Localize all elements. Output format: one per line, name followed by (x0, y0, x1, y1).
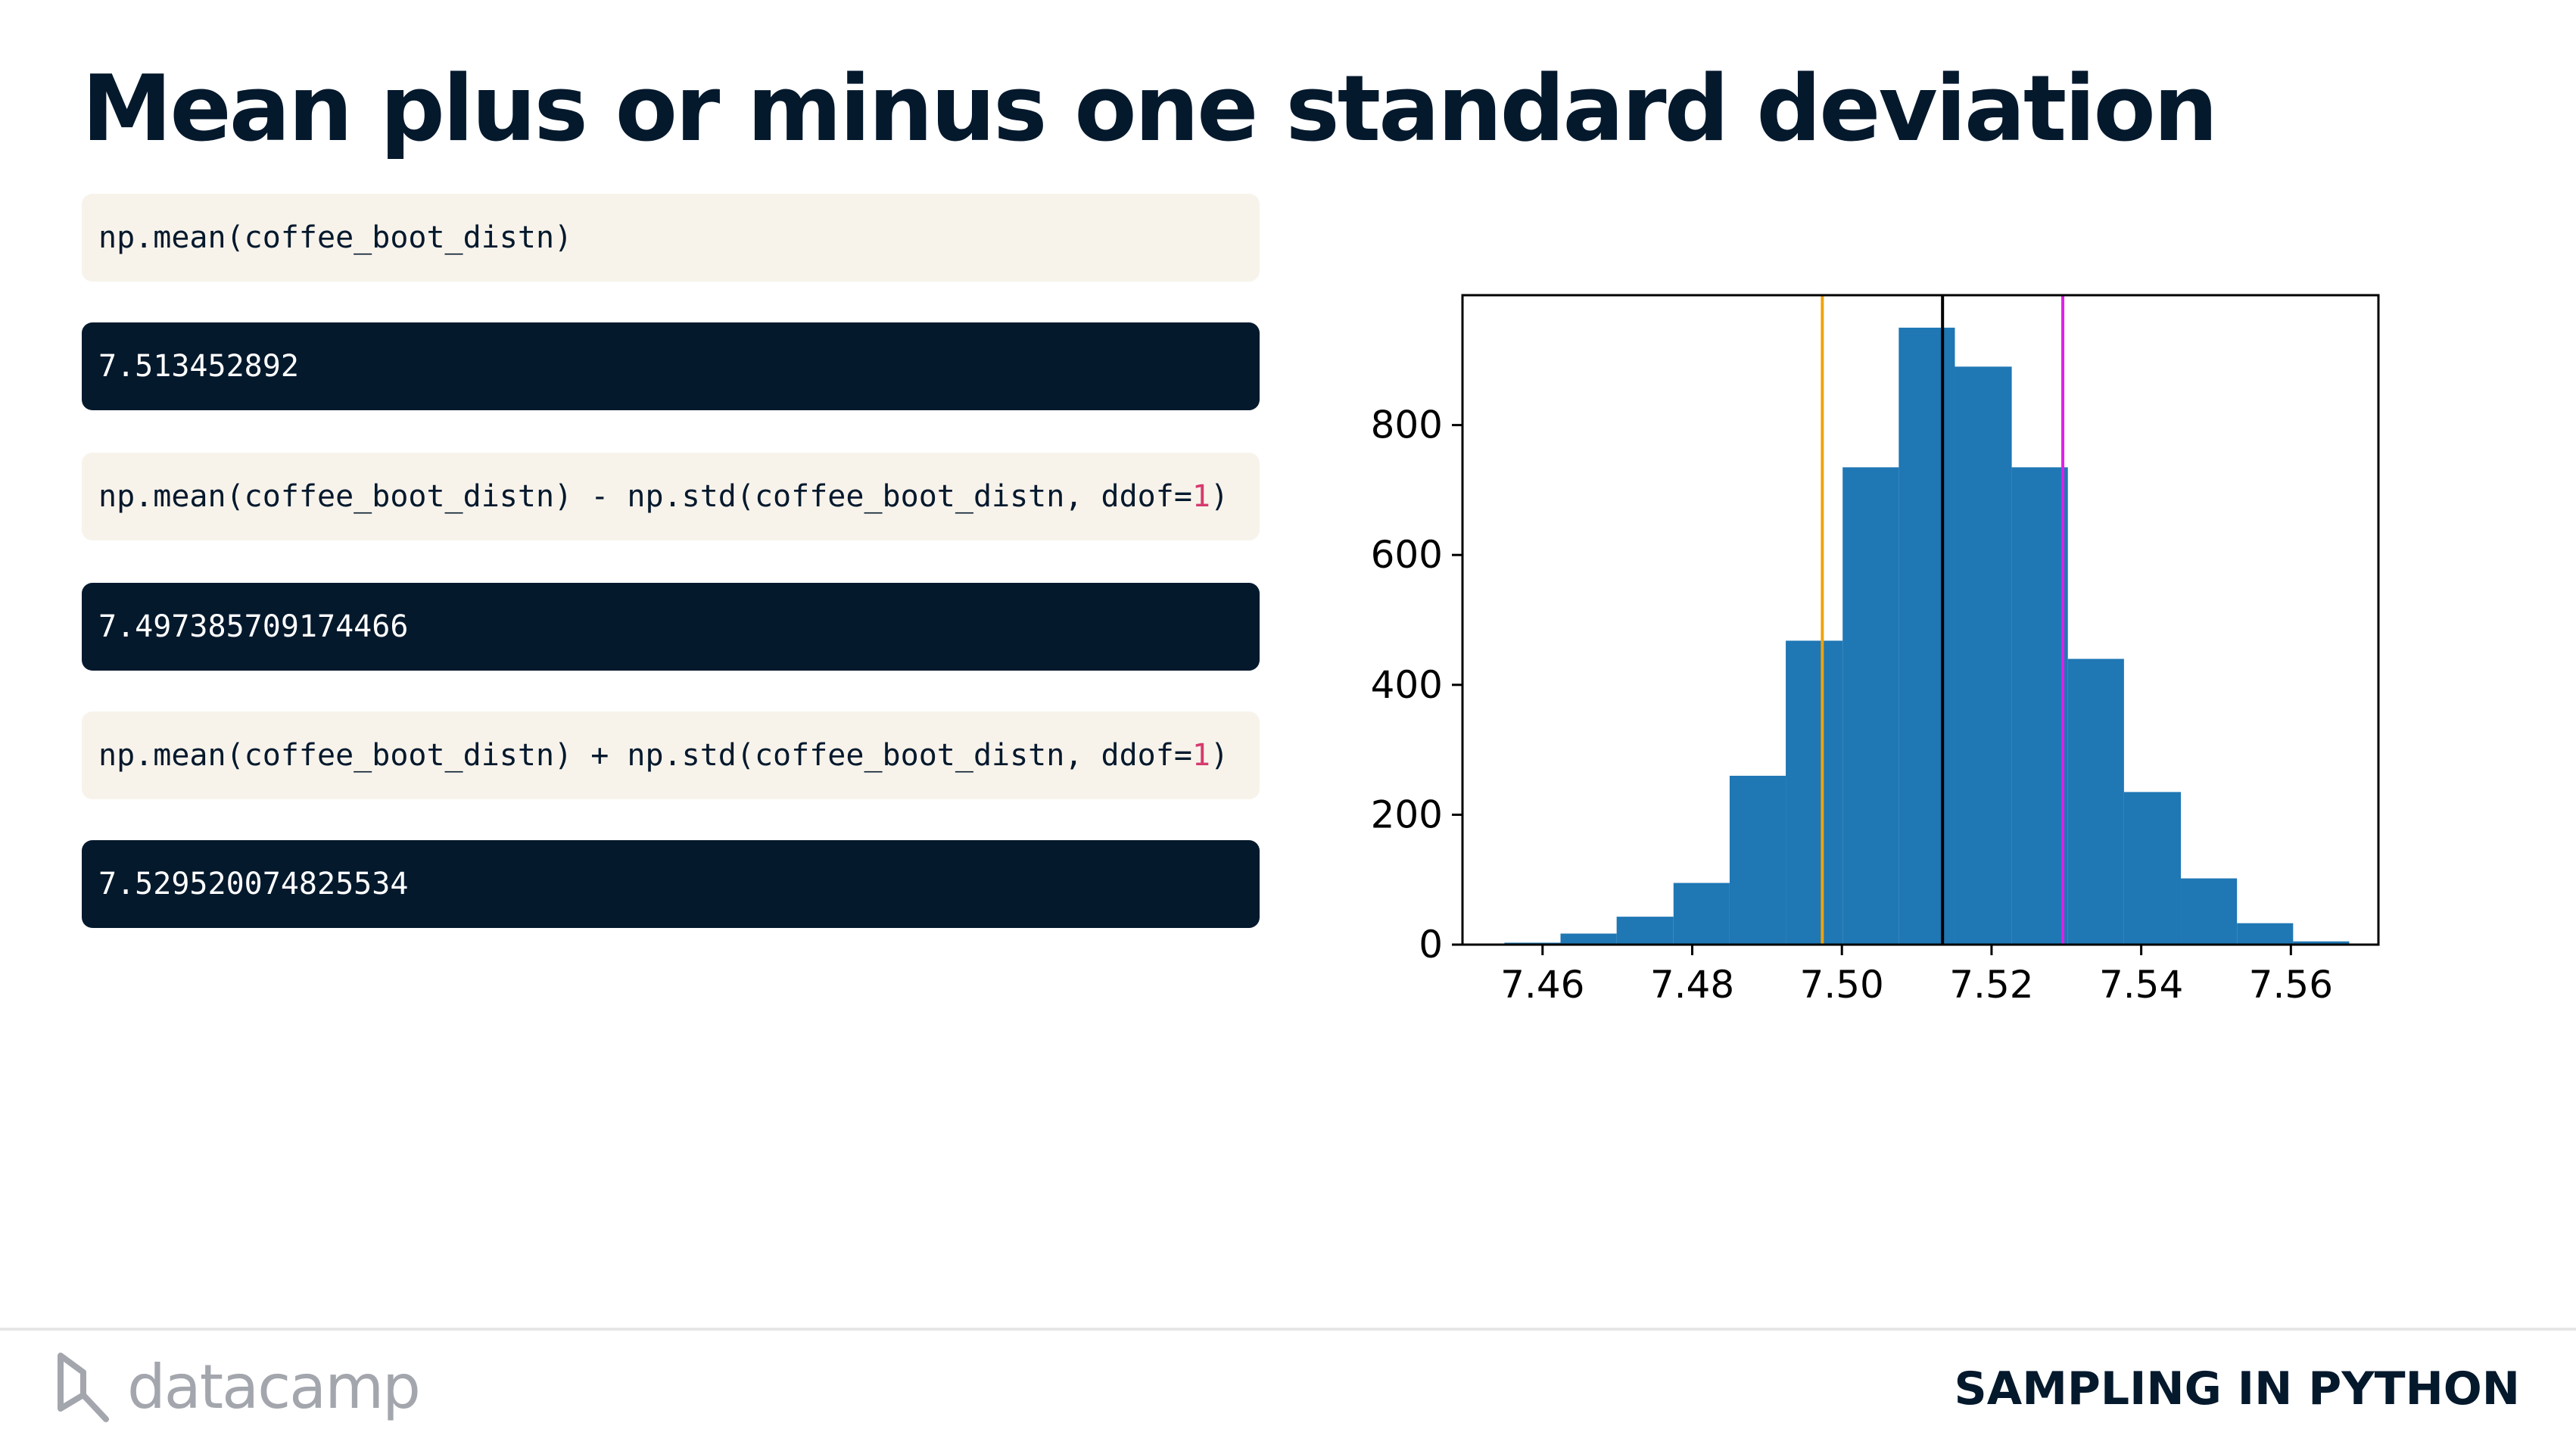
histogram-bar-3 (1673, 883, 1730, 945)
histogram-bar-5 (1786, 640, 1843, 945)
footer-divider (0, 1328, 2576, 1331)
x-axis-ticks: 7.46 7.48 7.50 7.52 7.54 7.56 (1500, 945, 2333, 1007)
y-tick-label: 800 (1371, 403, 1443, 447)
course-name: SAMPLING IN PYTHON (1954, 1362, 2520, 1415)
code-text: np.mean(coffee_boot_distn) + np.std(coff… (98, 738, 1192, 773)
histogram-chart: 7.46 7.48 7.50 7.52 7.54 7.56 0 200 400 600 800 (1371, 294, 2380, 1007)
code-output-mean-minus-std: 7.497385709174466 (82, 583, 1260, 671)
histogram-bar-10 (2067, 659, 2124, 945)
x-tick-label: 7.52 (1949, 963, 2033, 1007)
histogram-bar-8 (1955, 366, 2012, 945)
histogram-bar-12 (2181, 878, 2238, 945)
output-text: 7.513452892 (98, 349, 299, 384)
histogram-bar-2 (1616, 917, 1674, 945)
code-number-literal: 1 (1191, 479, 1211, 514)
output-text: 7.497385709174466 (98, 609, 409, 644)
y-tick-label: 400 (1371, 663, 1443, 707)
y-tick-label: 0 (1419, 923, 1443, 967)
x-tick-label: 7.50 (1800, 963, 1884, 1007)
code-input-mean: np.mean(coffee_boot_distn) (82, 194, 1260, 282)
code-text-end: ) (1210, 479, 1229, 514)
histogram-bar-9 (2011, 467, 2068, 945)
y-tick-label: 200 (1371, 792, 1443, 836)
code-text-end: ) (1210, 738, 1229, 773)
code-input-mean-plus-std: np.mean(coffee_boot_distn) + np.std(coff… (82, 711, 1260, 799)
histogram-bar-13 (2237, 923, 2294, 945)
code-output-mean-plus-std: 7.529520074825534 (82, 840, 1260, 928)
y-tick-label: 600 (1371, 533, 1443, 577)
y-axis-ticks: 0 200 400 600 800 (1371, 403, 1462, 967)
histogram-bar-1 (1560, 933, 1617, 945)
histogram-bars (1504, 327, 2350, 945)
slide-title: Mean plus or minus one standard deviatio… (82, 57, 2218, 162)
code-output-mean: 7.513452892 (82, 322, 1260, 410)
histogram-bar-4 (1729, 775, 1786, 945)
x-tick-label: 7.46 (1500, 963, 1584, 1007)
histogram-bar-7 (1899, 327, 1955, 945)
datacamp-logo[interactable]: datacamp (53, 1346, 421, 1429)
logo-text: datacamp (127, 1352, 421, 1422)
x-tick-label: 7.48 (1650, 963, 1734, 1007)
code-number-literal: 1 (1191, 738, 1211, 773)
output-text: 7.529520074825534 (98, 867, 409, 901)
histogram-bar-11 (2123, 792, 2182, 945)
code-text: np.mean(coffee_boot_distn) - np.std(coff… (98, 479, 1192, 514)
histogram-bar-6 (1842, 467, 1899, 945)
plot-frame (1461, 294, 2380, 946)
reference-lines (1821, 295, 2065, 945)
x-tick-label: 7.56 (2249, 963, 2333, 1007)
histogram-bar-14 (2293, 941, 2350, 945)
code-input-mean-minus-std: np.mean(coffee_boot_distn) - np.std(coff… (82, 453, 1260, 540)
x-tick-label: 7.54 (2099, 963, 2183, 1007)
code-text: np.mean(coffee_boot_distn) (98, 220, 573, 255)
datacamp-logo-icon (58, 1353, 109, 1422)
